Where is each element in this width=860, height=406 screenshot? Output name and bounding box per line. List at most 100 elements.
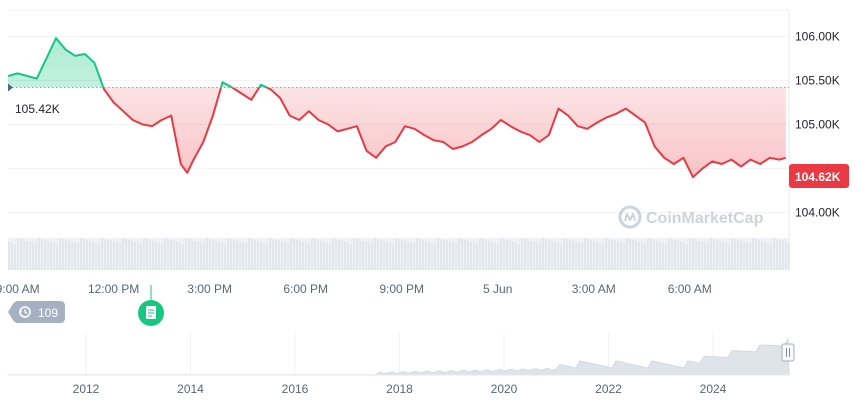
volume-bar [647, 238, 649, 270]
volume-bar [269, 238, 271, 270]
volume-bar [308, 244, 310, 270]
volume-bar [275, 240, 277, 270]
volume-bar [392, 244, 394, 270]
volume-bar [104, 239, 106, 270]
x-tick-label-5: 5 Jun [483, 282, 512, 296]
volume-bar [596, 242, 598, 270]
volume-bar [296, 240, 298, 270]
volume-bar [221, 243, 223, 270]
volume-bar [413, 244, 415, 270]
y-tick-label-4: 104.00K [795, 205, 840, 219]
volume-bar [170, 240, 172, 270]
volume-bar [95, 243, 97, 270]
volume-bar [725, 243, 727, 270]
volume-bar [191, 240, 193, 270]
volume-bar [746, 243, 748, 270]
volume-bar [548, 240, 550, 270]
volume-bar [161, 244, 163, 270]
navigator-year-2016: 2016 [282, 382, 309, 396]
volume-bar [398, 239, 400, 270]
volume-bar [14, 244, 16, 270]
y-tick-label-1: 105.50K [795, 73, 840, 87]
volume-bar [566, 239, 568, 270]
volume-bar [146, 239, 148, 270]
x-tick-label-1: 12:00 PM [88, 282, 139, 296]
volume-bar [260, 242, 262, 270]
volume-bar [332, 238, 334, 270]
volume-bar [50, 242, 52, 270]
volume-bar [440, 239, 442, 270]
volume-bar [353, 238, 355, 270]
volume-bar [650, 239, 652, 270]
volume-bar [656, 241, 658, 270]
volume-bar [89, 241, 91, 270]
volume-bar [761, 241, 763, 270]
volume-bar [623, 244, 625, 270]
volume-bar [335, 239, 337, 270]
volume-bar [116, 243, 118, 270]
volume-bar [707, 244, 709, 270]
volume-bar [419, 239, 421, 270]
volume-bar [683, 243, 685, 270]
x-tick-label-4: 9:00 PM [379, 282, 424, 296]
volume-bar [587, 239, 589, 270]
volume-bar [422, 240, 424, 270]
volume-bar [317, 240, 319, 270]
volume-bar [425, 241, 427, 270]
navigator-year-labels: 2012 2014 2016 2018 2020 2022 2024 [73, 382, 727, 396]
volume-bar [287, 244, 289, 270]
volume-bar [638, 242, 640, 270]
volume-bar [197, 242, 199, 270]
volume-bar [188, 239, 190, 270]
volume-bar [113, 242, 115, 270]
volume-bar [488, 241, 490, 270]
volume-bar [539, 244, 541, 270]
volume-bar [47, 241, 49, 270]
volume-bar [71, 242, 73, 270]
volume-bar [434, 244, 436, 270]
reference-price-label: 105.42K [8, 99, 66, 118]
volume-bar [179, 243, 181, 270]
volume-bar [320, 241, 322, 270]
news-pin[interactable] [138, 285, 164, 326]
volume-bar [446, 241, 448, 270]
volume-bar [8, 242, 10, 270]
volume-bar [119, 244, 121, 270]
volume-bar [644, 244, 646, 270]
volume-bar [125, 239, 127, 270]
volume-bar [449, 242, 451, 270]
navigator-year-2020: 2020 [491, 382, 518, 396]
volume-bar [443, 240, 445, 270]
navigator-year-2022: 2022 [595, 382, 622, 396]
volume-bar [536, 243, 538, 270]
volume-bar [173, 241, 175, 270]
volume-bar [578, 243, 580, 270]
volume-bar [713, 239, 715, 270]
volume-bar [788, 243, 790, 270]
volume-bar [659, 242, 661, 270]
volume-bar [53, 243, 55, 270]
volume-bar [380, 240, 382, 270]
range-navigator[interactable]: 2012 2014 2016 2018 2020 2022 2024 [7, 333, 795, 396]
volume-bar [734, 239, 736, 270]
volume-bar [59, 238, 61, 270]
volume-bar [686, 244, 688, 270]
navigator-handle[interactable] [781, 343, 795, 362]
events-badge[interactable]: 109 [8, 301, 65, 323]
navigator-year-2018: 2018 [386, 382, 413, 396]
volume-bar [599, 243, 601, 270]
area-above-reference [8, 38, 786, 88]
volume-bar [374, 238, 376, 270]
volume-bar [455, 244, 457, 270]
volume-bar [608, 239, 610, 270]
volume-bar [758, 240, 760, 270]
volume-bar [533, 242, 535, 270]
navigator-year-2014: 2014 [177, 382, 204, 396]
volume-bar [773, 238, 775, 270]
volume-bar [44, 240, 46, 270]
volume-bar [203, 244, 205, 270]
volume-bar [542, 238, 544, 270]
volume-bar [602, 244, 604, 270]
reference-marker-icon [8, 83, 13, 92]
